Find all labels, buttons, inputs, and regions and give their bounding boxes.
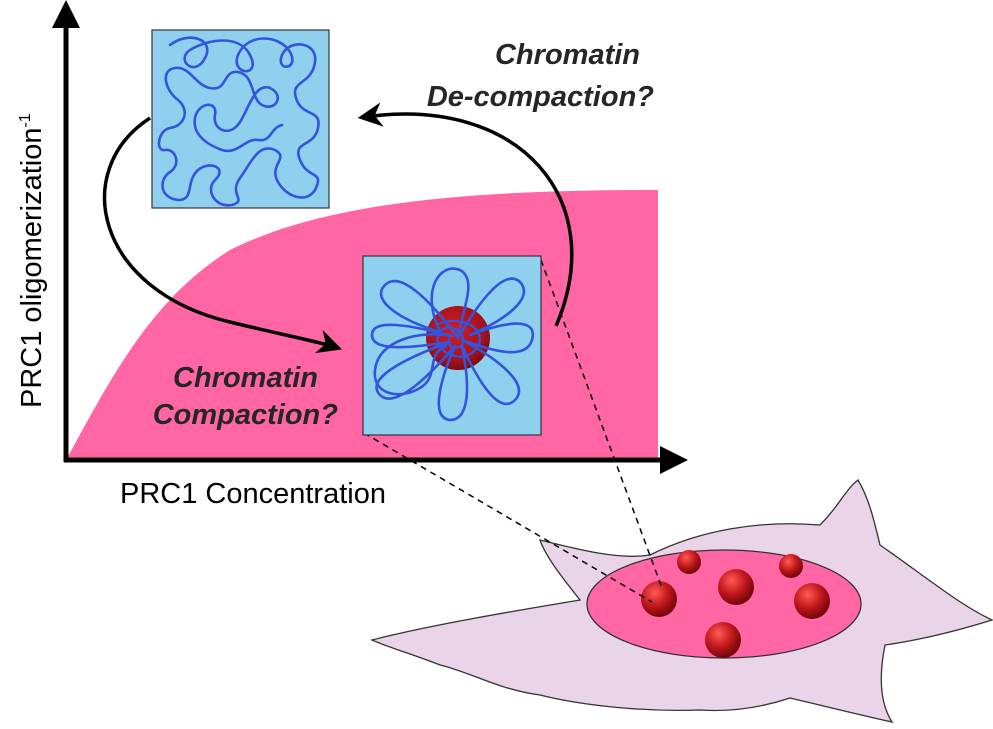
droplet: [779, 554, 803, 578]
axes: [52, 0, 688, 474]
y-axis-label: PRC1 oligomerization-1: [16, 113, 48, 408]
compaction-label-line2: Compaction?: [153, 399, 339, 431]
decompaction-label: Chromatin: [495, 39, 640, 71]
condensate-droplets: [641, 550, 830, 658]
droplet: [677, 550, 701, 574]
x-axis-label: PRC1 Concentration: [120, 478, 386, 510]
droplet: [641, 581, 677, 617]
chromatin-fiber: [157, 36, 320, 207]
compaction-arrow: [102, 116, 342, 354]
decompaction-label-line2: De-compaction?: [427, 81, 654, 113]
decompacted-chromatin-box: [151, 29, 330, 209]
chromatin-fiber: [370, 267, 535, 422]
x-axis-arrowhead: [660, 446, 688, 474]
droplet: [705, 622, 741, 658]
droplet: [718, 569, 754, 605]
compaction-label: Chromatin: [173, 362, 318, 394]
chromatin-fiber-core: [435, 319, 481, 358]
y-axis-arrowhead: [52, 0, 80, 28]
droplet: [794, 583, 830, 619]
decompaction-arrow: [357, 102, 574, 327]
compacted-chromatin-box: [362, 255, 542, 436]
